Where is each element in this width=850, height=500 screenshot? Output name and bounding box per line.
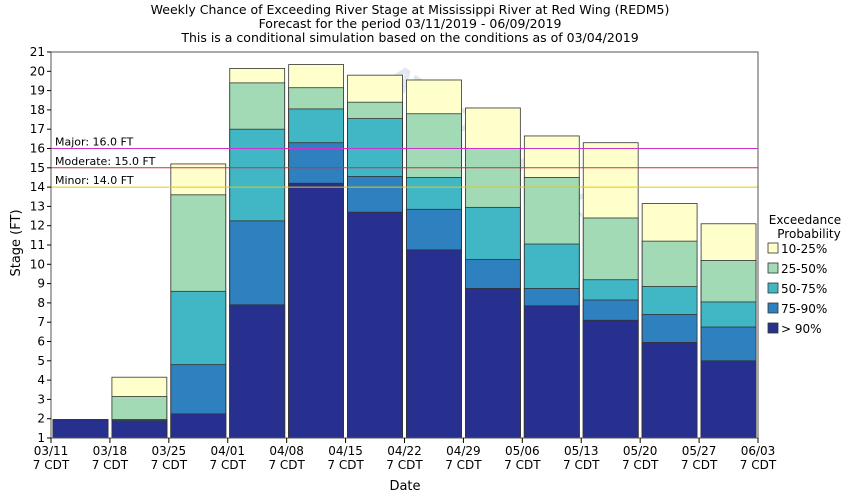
bar-90-week-5 xyxy=(288,182,344,439)
legend-title-line-2: Probability xyxy=(777,227,840,241)
x-tick-date: 05/13 xyxy=(564,444,599,458)
x-tick-tz: 7 CDT xyxy=(445,458,482,472)
flood-label-2: Minor: 14.0 FT xyxy=(55,174,134,187)
y-tick-label: 15 xyxy=(30,161,45,175)
x-tick-tz: 7 CDT xyxy=(268,458,305,472)
bar-90-week-10 xyxy=(582,319,639,439)
legend-label-2: 50-75% xyxy=(781,282,827,296)
y-tick-label: 9 xyxy=(37,277,45,291)
bar-90-week-8 xyxy=(465,288,521,439)
x-tick-date: 05/20 xyxy=(623,444,658,458)
legend-label-0: 10-25% xyxy=(781,242,827,256)
flood-label-0: Major: 16.0 FT xyxy=(55,136,134,149)
x-tick-tz: 7 CDT xyxy=(92,458,129,472)
x-tick-tz: 7 CDT xyxy=(327,458,364,472)
x-tick-date: 03/18 xyxy=(93,444,128,458)
y-tick-label: 10 xyxy=(30,257,45,271)
y-tick-label: 2 xyxy=(37,412,45,426)
x-tick-date: 04/15 xyxy=(328,444,363,458)
bar-90-week-11 xyxy=(641,342,698,439)
x-tick-tz: 7 CDT xyxy=(740,458,777,472)
x-tick-tz: 7 CDT xyxy=(622,458,659,472)
x-tick-tz: 7 CDT xyxy=(151,458,188,472)
x-tick-tz: 7 CDT xyxy=(563,458,600,472)
chart-title-line-3: This is a conditional simulation based o… xyxy=(180,30,638,45)
y-tick-label: 19 xyxy=(30,84,45,98)
bars xyxy=(52,64,757,439)
y-tick-label: 1 xyxy=(37,431,45,445)
y-tick-label: 8 xyxy=(37,296,45,310)
x-tick-date: 03/11 xyxy=(34,444,69,458)
bar-90-week-7 xyxy=(406,249,462,439)
chart-title: Weekly Chance of Exceeding River Stage a… xyxy=(151,2,670,45)
y-tick-label: 14 xyxy=(30,180,45,194)
x-tick-date: 05/06 xyxy=(505,444,540,458)
x-tick-date: 06/03 xyxy=(741,444,776,458)
legend: Exceedance Probability 10-25% 25-50% 50-75… xyxy=(767,213,841,336)
x-tick-tz: 7 CDT xyxy=(210,458,247,472)
x-tick-tz: 7 CDT xyxy=(33,458,70,472)
x-tick-tz: 7 CDT xyxy=(504,458,541,472)
y-tick-label: 16 xyxy=(30,142,45,156)
y-tick-label: 7 xyxy=(37,315,45,329)
x-tick-tz: 7 CDT xyxy=(681,458,718,472)
bar-90-week-2 xyxy=(111,420,168,439)
bar-90-week-3 xyxy=(170,413,227,439)
y-axis-label: Stage (FT) xyxy=(9,209,24,276)
x-tick-date: 03/25 xyxy=(152,444,187,458)
bar-90-week-4 xyxy=(229,304,286,439)
x-tick-date: 04/08 xyxy=(269,444,304,458)
y-tick-label: 4 xyxy=(37,373,45,387)
chart-title-line-1: Weekly Chance of Exceeding River Stage a… xyxy=(151,2,670,17)
flood-levels: Major: 16.0 FT Moderate: 15.0 FT Minor: 14… xyxy=(51,136,758,188)
legend-swatch-2 xyxy=(767,282,779,294)
legend-label-1: 25-50% xyxy=(781,262,827,276)
y-tick-label: 21 xyxy=(30,45,45,59)
y-tick-label: 12 xyxy=(30,219,45,233)
y-tick-label: 18 xyxy=(30,103,45,117)
x-tick-date: 04/01 xyxy=(210,444,245,458)
legend-label-3: 75-90% xyxy=(781,302,827,316)
x-tick-date: 04/29 xyxy=(446,444,481,458)
y-tick-label: 17 xyxy=(30,122,45,136)
x-axis-label: Date xyxy=(389,479,420,494)
y-tick-label: 13 xyxy=(30,199,45,213)
x-tick-date: 05/27 xyxy=(682,444,717,458)
legend-swatch-3 xyxy=(767,302,779,314)
chart-title-line-2: Forecast for the period 03/11/2019 - 06/… xyxy=(259,16,562,31)
bar-90-week-12 xyxy=(700,360,757,439)
legend-swatch-4 xyxy=(767,322,779,334)
y-tick-label: 20 xyxy=(30,64,45,78)
bar-90-week-9 xyxy=(523,305,580,439)
legend-title-line-1: Exceedance xyxy=(769,213,841,227)
bar-90-week-1 xyxy=(52,419,109,439)
flood-label-1: Moderate: 15.0 FT xyxy=(55,155,156,168)
y-tick-label: 6 xyxy=(37,335,45,349)
legend-label-4: > 90% xyxy=(781,322,822,336)
y-tick-label: 5 xyxy=(37,354,45,368)
y-tick-label: 11 xyxy=(30,238,45,252)
bar-90-week-6 xyxy=(347,211,403,439)
y-tick-label: 3 xyxy=(37,392,45,406)
legend-swatch-0 xyxy=(767,242,779,254)
x-tick-tz: 7 CDT xyxy=(386,458,423,472)
legend-swatch-1 xyxy=(767,262,779,274)
x-tick-date: 04/22 xyxy=(387,444,422,458)
